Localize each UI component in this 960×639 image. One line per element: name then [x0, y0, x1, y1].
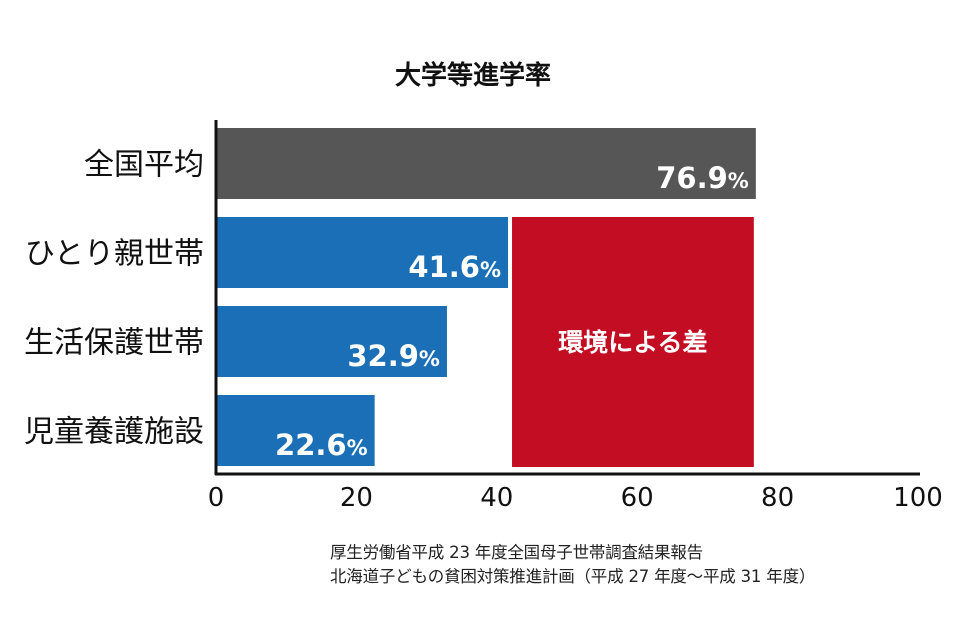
chart-title: 大学等進学率 [395, 60, 551, 91]
annotation-layer: 環境による差 [512, 217, 754, 467]
bars-layer [216, 128, 756, 466]
x-tick-label-5: 100 [893, 483, 943, 513]
bar-0 [216, 128, 756, 199]
value-label-3: 22.6% [275, 428, 368, 462]
category-label-1: ひとり親世帯 [25, 237, 204, 272]
axes-layer: 0 20 40 60 80 100 [208, 120, 943, 513]
bar-3 [216, 395, 375, 466]
source-notes: 厚生労働省平成 23 年度全国母子世帯調査結果報告 北海道子どもの貧困対策推進計… [330, 541, 815, 589]
value-label-0: 76.9% [656, 161, 749, 195]
bar-1 [216, 217, 509, 288]
bar-2 [216, 306, 447, 377]
category-label-0: 全国平均 [84, 148, 204, 183]
x-tick-label-0: 0 [208, 483, 225, 513]
x-tick-label-2: 40 [480, 483, 513, 513]
x-tick-label-3: 60 [621, 483, 654, 513]
source-line-1: 厚生労働省平成 23 年度全国母子世帯調査結果報告 [330, 543, 703, 562]
category-label-3: 児童養護施設 [24, 415, 204, 450]
annotation-box [512, 217, 754, 467]
annotation-label: 環境による差 [558, 328, 707, 357]
value-label-2: 32.9% [347, 339, 440, 373]
x-tick-label-4: 80 [761, 483, 794, 513]
source-line-2: 北海道子どもの貧困対策推進計画（平成 27 年度〜平成 31 年度） [330, 567, 816, 586]
value-label-1: 41.6% [408, 250, 501, 284]
labels-layer: 全国平均 76.9% ひとり親世帯 41.6% 生活保護世帯 32.9% 児童養護施設 22.… [24, 148, 749, 463]
x-tick-label-1: 20 [340, 483, 373, 513]
category-label-2: 生活保護世帯 [24, 326, 204, 361]
